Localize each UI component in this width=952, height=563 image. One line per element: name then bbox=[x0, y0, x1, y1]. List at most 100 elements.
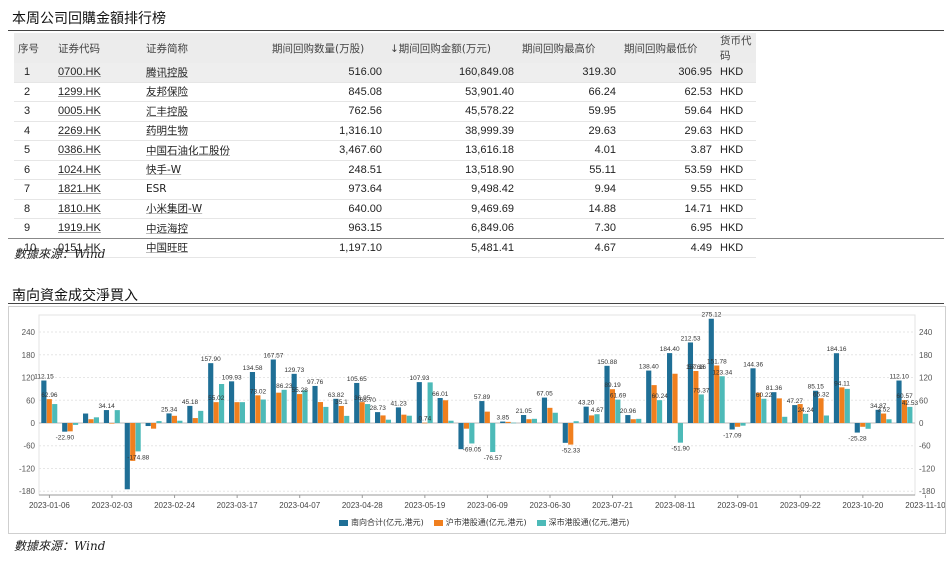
table-cell: 9,498.42 bbox=[386, 179, 518, 200]
table-cell[interactable]: 友邦保险 bbox=[142, 82, 268, 102]
col-header-high[interactable]: 期间回购最高价 bbox=[518, 33, 620, 63]
bar-series-2 bbox=[135, 423, 141, 452]
table-cell[interactable]: 2269.HK bbox=[54, 121, 142, 141]
x-tick-label: 2023-06-30 bbox=[530, 501, 571, 510]
bar-series-1 bbox=[547, 407, 553, 423]
table-row[interactable]: 3 0005.HK 汇丰控股 762.56 45,578.22 59.95 59.64 HKD bbox=[14, 101, 756, 122]
table-cell[interactable]: 汇丰控股 bbox=[142, 101, 268, 122]
data-label: 34.14 bbox=[98, 403, 115, 410]
col-header-amount[interactable]: ↓期间回购金额(万元) bbox=[386, 33, 518, 63]
table-cell[interactable]: 1299.HK bbox=[54, 82, 142, 102]
southbound-title-rule bbox=[8, 303, 944, 304]
table-cell[interactable]: 药明生物 bbox=[142, 121, 268, 141]
data-label: 85.15 bbox=[808, 384, 825, 391]
data-label: -76.57 bbox=[484, 455, 503, 462]
table-cell: 6.95 bbox=[620, 218, 716, 239]
bar-series-0 bbox=[604, 365, 610, 423]
table-cell: HKD bbox=[716, 179, 756, 200]
table-cell[interactable]: 1810.HK bbox=[54, 199, 142, 219]
y-tick-label-right: -180 bbox=[919, 487, 936, 496]
bar-series-0 bbox=[62, 423, 68, 432]
legend-label-sh: 沪市港股通(亿元,港元) bbox=[445, 518, 527, 527]
bar-series-1 bbox=[130, 423, 136, 461]
table-cell[interactable]: 小米集团-W bbox=[142, 199, 268, 219]
table-cell[interactable]: 0700.HK bbox=[54, 63, 142, 83]
data-label: 34.87 bbox=[870, 403, 887, 410]
table-row[interactable]: 6 1024.HK 快手-W 248.51 13,518.90 55.11 53.59 HKD bbox=[14, 160, 756, 180]
table-cell[interactable]: 0386.HK bbox=[54, 140, 142, 161]
data-label: 184.16 bbox=[827, 346, 847, 353]
x-tick-label: 2023-11-10 bbox=[905, 501, 945, 510]
col-header-code[interactable]: 证券代码 bbox=[54, 33, 142, 63]
table-cell: 5,481.41 bbox=[386, 238, 518, 258]
bar-series-0 bbox=[541, 397, 548, 423]
bar-series-2 bbox=[260, 399, 266, 423]
table-cell[interactable]: 中远海控 bbox=[142, 218, 268, 239]
bar-series-1 bbox=[88, 419, 94, 423]
legend-item-total[interactable]: 南向合计(亿元,港元) bbox=[339, 517, 424, 528]
bar-series-0 bbox=[625, 415, 631, 423]
bar-series-0 bbox=[833, 353, 840, 423]
table-cell: 55.11 bbox=[518, 160, 620, 180]
data-label: 68.70 bbox=[360, 397, 377, 404]
table-cell[interactable]: 0151.HK bbox=[54, 238, 142, 258]
table-row[interactable]: 1 0700.HK 腾讯控股 516.00 160,849.08 319.30 306.95… bbox=[14, 63, 756, 83]
data-label: 184.40 bbox=[660, 346, 680, 353]
table-cell: 1,197.10 bbox=[268, 238, 386, 258]
table-cell[interactable]: 中国石油化工股份 bbox=[142, 140, 268, 161]
data-label: 28.73 bbox=[370, 405, 387, 412]
col-header-low[interactable]: 期间回购最低价 bbox=[620, 33, 716, 63]
table-cell: 6,849.06 bbox=[386, 218, 518, 239]
data-label: 112.10 bbox=[889, 374, 909, 381]
ranking-title: 本周公司回購金額排行榜 bbox=[12, 11, 166, 27]
table-cell: HKD bbox=[716, 218, 756, 239]
table-cell: 29.63 bbox=[518, 121, 620, 141]
table-cell[interactable]: 1821.HK bbox=[54, 179, 142, 200]
table-bottom-rule bbox=[8, 238, 944, 239]
table-cell[interactable]: 0005.HK bbox=[54, 101, 142, 122]
table-row[interactable]: 9 1919.HK 中远海控 963.15 6,849.06 7.30 6.95 HKD bbox=[14, 218, 756, 239]
data-label: 20.96 bbox=[620, 408, 637, 415]
data-label: -22.90 bbox=[56, 435, 75, 442]
col-header-quantity[interactable]: 期间回购数量(万股) bbox=[268, 33, 386, 63]
bar-series-1 bbox=[151, 423, 157, 429]
y-tick-label-left: -120 bbox=[19, 464, 36, 473]
bar-series-1 bbox=[484, 411, 490, 423]
col-header-currency[interactable]: 货币代码 bbox=[716, 33, 756, 63]
bar-series-0 bbox=[145, 423, 151, 427]
legend-item-sz[interactable]: 深市港股通(亿元,港元) bbox=[536, 517, 629, 528]
x-tick-label: 2023-10-20 bbox=[842, 501, 883, 510]
table-cell: 9.55 bbox=[620, 179, 716, 200]
bar-series-0 bbox=[166, 413, 172, 423]
data-label: -174.88 bbox=[127, 454, 149, 461]
table-row[interactable]: 5 0386.HK 中国石油化工股份 3,467.60 13,616.18 4.01 3.8… bbox=[14, 140, 756, 161]
table-cell[interactable]: 中国旺旺 bbox=[142, 238, 268, 258]
table-row[interactable]: 2 1299.HK 友邦保险 845.08 53,901.40 66.24 62.53 HKD bbox=[14, 82, 756, 102]
bar-series-2 bbox=[52, 404, 58, 423]
bar-series-2 bbox=[594, 414, 600, 423]
data-label: 45.18 bbox=[182, 399, 199, 406]
bar-series-2 bbox=[677, 423, 683, 443]
bar-series-2 bbox=[177, 420, 183, 423]
table-row[interactable]: 7 1821.HK ESR 973.64 9,498.42 9.94 9.55 HKD bbox=[14, 179, 756, 200]
bar-series-0 bbox=[270, 359, 276, 423]
table-cell[interactable]: 1919.HK bbox=[54, 218, 142, 239]
table-cell[interactable]: ESR bbox=[142, 179, 268, 200]
table-cell[interactable]: 1024.HK bbox=[54, 160, 142, 180]
bar-series-2 bbox=[427, 382, 433, 423]
legend-item-sh[interactable]: 沪市港股通(亿元,港元) bbox=[433, 517, 527, 528]
bar-series-2 bbox=[782, 416, 788, 423]
col-header-rank[interactable]: 序号 bbox=[14, 33, 54, 63]
data-label: 109.93 bbox=[222, 374, 242, 381]
bar-series-0 bbox=[249, 372, 256, 423]
table-cell: 3,467.60 bbox=[268, 140, 386, 161]
table-row[interactable]: 8 1810.HK 小米集团-W 640.00 9,469.69 14.88 14.71 HK… bbox=[14, 199, 756, 219]
southbound-chart: 240 240 180 180 120 120 60 60 0 0 -60 -60 -120 -120 -1… bbox=[8, 306, 946, 534]
table-cell: 9,469.69 bbox=[386, 199, 518, 219]
table-cell[interactable]: 快手-W bbox=[142, 160, 268, 180]
table-cell[interactable]: 腾讯控股 bbox=[142, 63, 268, 83]
table-row[interactable]: 4 2269.HK 药明生物 1,316.10 38,999.39 29.63 29.63 H… bbox=[14, 121, 756, 141]
table-row[interactable]: 10 0151.HK 中国旺旺 1,197.10 5,481.41 4.67 4.49 HKD bbox=[14, 238, 756, 258]
col-header-name[interactable]: 证券简称 bbox=[142, 33, 268, 63]
table-cell: 4.49 bbox=[620, 238, 716, 258]
